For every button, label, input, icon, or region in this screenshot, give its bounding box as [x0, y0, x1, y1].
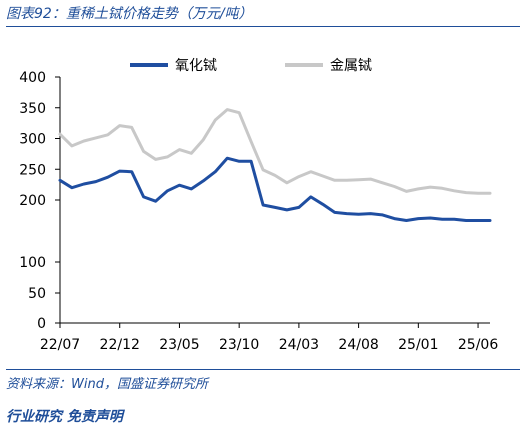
source-note: 资料来源：Wind，国盛证券研究所	[6, 377, 208, 392]
line-chart: 0 50 100 200 250 300 350 400 22/07 22/12 23/05 23/1…	[19, 58, 498, 353]
y-tick-label: 350	[19, 101, 46, 117]
chart-legend: 氧化铽 金属铽	[130, 58, 372, 74]
x-tick-label: 22/07	[40, 337, 80, 353]
figure-title: 图表92：重稀土铽价格走势（万元/吨）	[6, 6, 253, 22]
legend-label: 金属铽	[330, 58, 372, 74]
x-tick-label: 24/03	[279, 337, 319, 353]
series-line-oxide	[58, 156, 492, 222]
x-tick-label: 25/06	[458, 337, 498, 353]
x-tick-label: 23/05	[159, 337, 199, 353]
series-line-metal	[58, 108, 492, 195]
title-rule	[6, 26, 520, 27]
legend-label: 氧化铽	[175, 58, 217, 74]
chart-axes: 0 50 100 200 250 300 350 400 22/07 22/12 23/05 23/1…	[19, 70, 498, 353]
x-tick-label: 23/10	[219, 337, 259, 353]
y-tick-label: 200	[19, 193, 46, 209]
series-layer	[58, 108, 492, 222]
y-tick-label: 100	[19, 255, 46, 271]
x-tick-label: 22/12	[100, 337, 140, 353]
footer-text: 行业研究 免责声明	[6, 409, 123, 425]
source-rule	[6, 369, 520, 370]
y-tick-label: 300	[19, 132, 46, 148]
x-tick-label: 25/01	[398, 337, 438, 353]
y-tick-label: 0	[37, 316, 46, 332]
x-tick-label: 24/08	[338, 337, 378, 353]
y-tick-label: 250	[19, 162, 46, 178]
y-tick-label: 400	[19, 70, 46, 86]
y-tick-label: 50	[28, 286, 46, 302]
